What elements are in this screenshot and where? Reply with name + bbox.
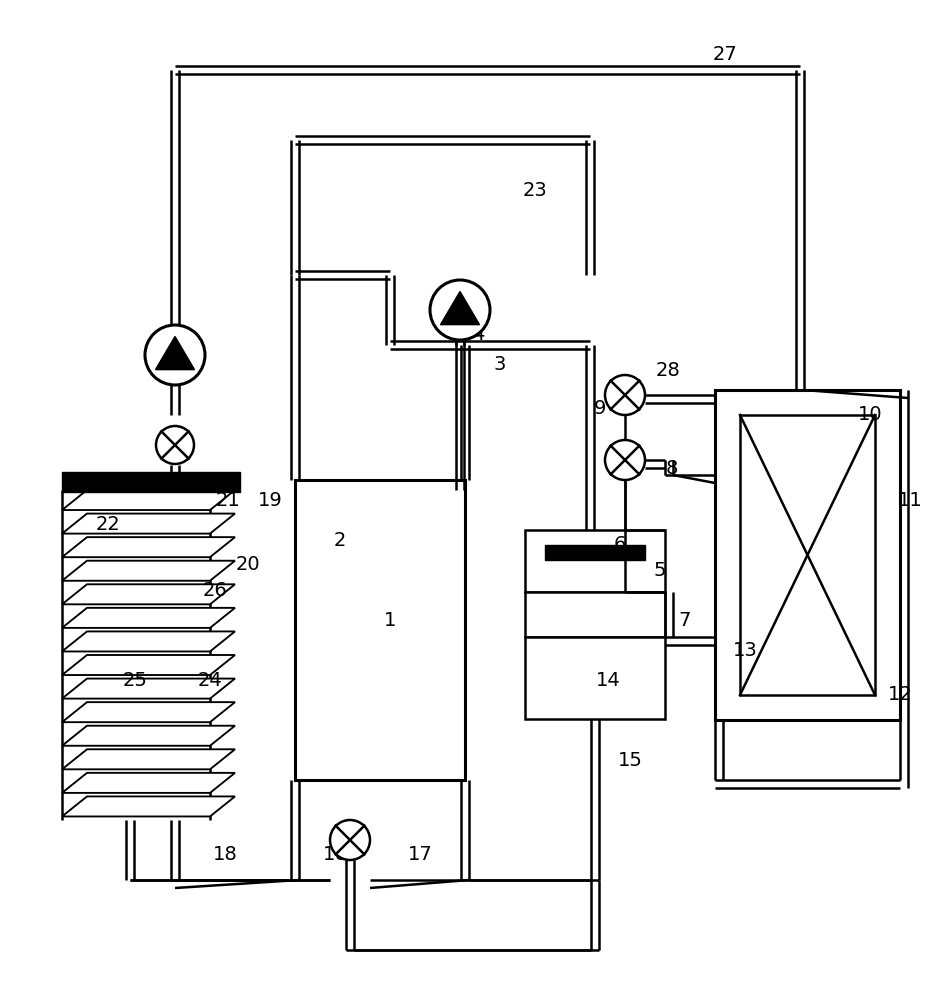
Circle shape: [330, 820, 370, 860]
Text: 2: 2: [334, 530, 346, 550]
Polygon shape: [62, 796, 235, 816]
Circle shape: [605, 440, 645, 480]
Text: 19: 19: [258, 490, 282, 510]
Polygon shape: [440, 291, 480, 325]
Bar: [525, 592, 665, 637]
Polygon shape: [62, 584, 235, 604]
Text: 11: 11: [898, 490, 922, 510]
Bar: [525, 637, 665, 719]
Polygon shape: [62, 631, 235, 651]
Text: 8: 8: [666, 458, 678, 478]
Text: 12: 12: [887, 686, 913, 704]
Text: 23: 23: [523, 180, 547, 200]
Text: 29: 29: [606, 546, 630, 564]
Polygon shape: [62, 679, 235, 699]
Polygon shape: [62, 655, 235, 675]
Text: 26: 26: [203, 580, 227, 599]
Polygon shape: [62, 472, 240, 492]
Text: 10: 10: [857, 406, 883, 424]
Polygon shape: [62, 490, 235, 510]
Text: 5: 5: [654, 560, 667, 580]
Text: 27: 27: [712, 45, 738, 64]
Text: 24: 24: [197, 670, 223, 690]
Text: 17: 17: [408, 846, 432, 864]
Text: 21: 21: [216, 490, 240, 510]
Text: 28: 28: [655, 360, 681, 379]
Text: 18: 18: [212, 846, 237, 864]
Text: 13: 13: [733, 641, 757, 660]
Polygon shape: [62, 514, 235, 534]
Polygon shape: [155, 336, 194, 370]
Circle shape: [605, 375, 645, 415]
Text: 15: 15: [617, 750, 642, 770]
Text: 20: 20: [236, 556, 260, 574]
Text: 16: 16: [323, 846, 348, 864]
Text: 22: 22: [95, 516, 121, 534]
Text: 14: 14: [596, 670, 621, 690]
Polygon shape: [62, 726, 235, 746]
Polygon shape: [62, 608, 235, 628]
Text: 1: 1: [383, 610, 396, 630]
Bar: [715, 390, 900, 720]
Text: 9: 9: [594, 398, 606, 418]
Polygon shape: [62, 749, 235, 769]
Polygon shape: [62, 537, 235, 557]
Circle shape: [156, 426, 194, 464]
Bar: [740, 415, 875, 695]
Polygon shape: [62, 561, 235, 581]
Polygon shape: [545, 545, 645, 560]
Polygon shape: [62, 773, 235, 793]
Circle shape: [430, 280, 490, 340]
Text: 4: 4: [472, 326, 484, 344]
Circle shape: [145, 325, 205, 385]
Text: 25: 25: [122, 670, 148, 690]
Text: 3: 3: [494, 356, 506, 374]
Bar: [525, 530, 665, 592]
Text: 6: 6: [613, 536, 626, 554]
Bar: [295, 480, 465, 780]
Text: 7: 7: [679, 610, 691, 630]
Polygon shape: [62, 702, 235, 722]
